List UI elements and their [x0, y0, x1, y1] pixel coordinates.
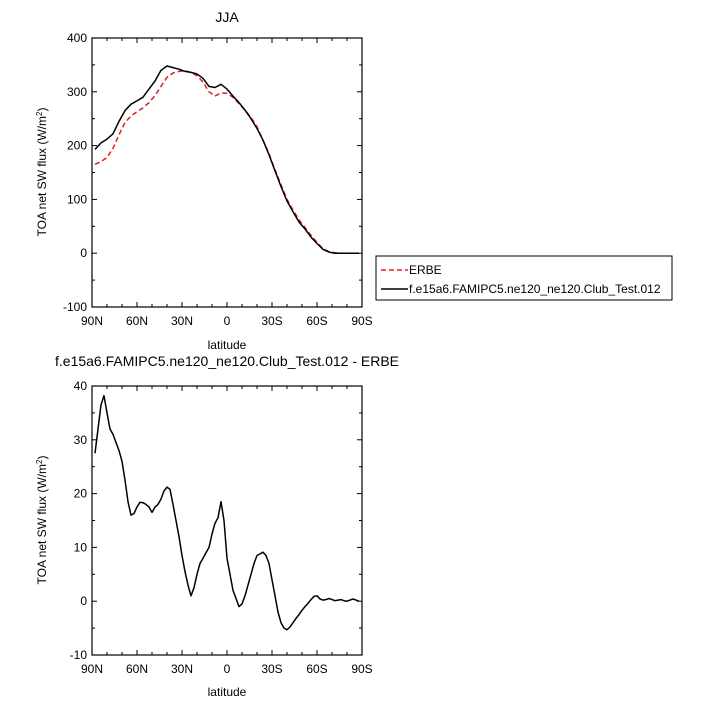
top-chart-xlabel: latitude [208, 338, 247, 352]
y-tick-label: 100 [67, 192, 87, 206]
x-tick-label: 90N [81, 662, 103, 676]
y-tick-label: 200 [67, 139, 87, 153]
top-chart-title: JJA [215, 9, 239, 25]
x-tick-label: 60S [306, 662, 327, 676]
y-tick-label: -10 [70, 648, 88, 662]
series-line-model [94, 65, 359, 254]
x-tick-label: 90S [351, 314, 372, 328]
y-tick-label: 20 [74, 487, 88, 501]
bottom-chart-frame [91, 385, 363, 656]
y-tick-label: 400 [67, 31, 87, 45]
top-chart-frame [91, 37, 363, 308]
x-tick-label: 0 [224, 314, 231, 328]
x-tick-label: 60N [126, 314, 148, 328]
x-tick-label: 60N [126, 662, 148, 676]
series-line-erbe [94, 70, 359, 254]
y-tick-label: 40 [74, 379, 88, 393]
legend-erbe-label: ERBE [409, 263, 442, 277]
y-tick-label: 0 [80, 594, 87, 608]
x-tick-label: 30S [261, 314, 282, 328]
y-tick-label: -100 [63, 300, 87, 314]
x-tick-label: 30N [171, 662, 193, 676]
x-tick-label: 0 [224, 662, 231, 676]
x-tick-label: 90S [351, 662, 372, 676]
x-tick-label: 30S [261, 662, 282, 676]
bottom-chart-title: f.e15a6.FAMIPC5.ne120_ne120.Club_Test.01… [55, 353, 399, 369]
legend: ERBE f.e15a6.FAMIPC5.ne120_ne120.Club_Te… [375, 255, 673, 301]
y-tick-label: 30 [74, 433, 88, 447]
x-tick-label: 30N [171, 314, 193, 328]
x-tick-label: 60S [306, 314, 327, 328]
bottom-chart-xlabel: latitude [208, 685, 247, 699]
legend-box [375, 255, 673, 301]
top-chart-ylabel: TOA net SW flux (W/m2) [35, 108, 49, 237]
y-tick-label: 300 [67, 85, 87, 99]
top-chart: JJA latitude TOA net SW flux (W/m2) 90N 6… [35, 9, 373, 352]
x-tick-label: 90N [81, 314, 103, 328]
y-tick-label: 10 [74, 540, 88, 554]
bottom-chart-ylabel: TOA net SW flux (W/m2) [35, 456, 49, 585]
y-tick-label: 0 [80, 246, 87, 260]
series-line-difference [94, 394, 360, 631]
bottom-chart: f.e15a6.FAMIPC5.ne120_ne120.Club_Test.01… [35, 353, 399, 699]
legend-model-label: f.e15a6.FAMIPC5.ne120_ne120.Club_Test.01… [409, 282, 661, 296]
